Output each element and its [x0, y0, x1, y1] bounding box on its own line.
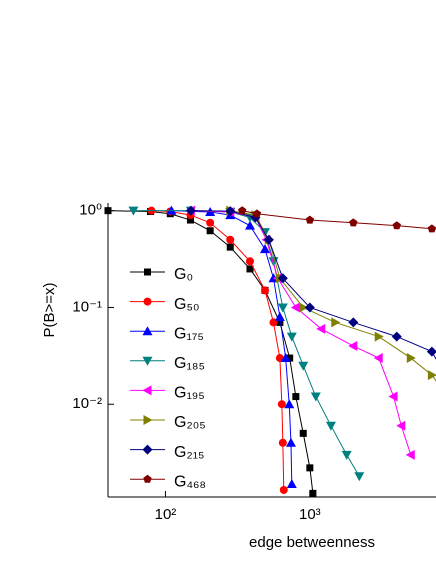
data-point [306, 464, 314, 472]
data-point [277, 303, 288, 313]
data-point [391, 331, 402, 342]
data-point [225, 206, 236, 217]
data-point [226, 235, 235, 244]
legend-label: G₀ [174, 266, 193, 283]
data-point [278, 438, 287, 447]
legend-label: G₂₀₅ [174, 414, 206, 431]
legend-marker [142, 444, 153, 455]
legend-label: G₁₉₅ [174, 385, 205, 402]
data-point [405, 449, 415, 460]
data-point [277, 273, 288, 284]
y-tick-label: 10⁻² [72, 395, 102, 412]
y-tick-label: 10⁰ [79, 202, 102, 219]
data-point [349, 218, 358, 227]
y-tick-label: 10⁻¹ [72, 298, 102, 315]
data-point [128, 206, 139, 216]
y-axis-label: P(B>=x) [41, 282, 58, 337]
x-tick-label: 10³ [299, 506, 321, 523]
data-point [290, 302, 300, 313]
legend-label: G₂₁₅ [174, 444, 205, 461]
series-line [190, 210, 436, 360]
series-line [133, 210, 360, 477]
data-point [206, 227, 214, 235]
data-point [260, 286, 269, 295]
data-point [259, 244, 270, 254]
data-point [292, 393, 300, 401]
data-point [304, 302, 315, 313]
data-point [298, 361, 309, 371]
x-axis-label: edge betweenness [249, 534, 375, 551]
data-point [285, 437, 296, 447]
data-point [305, 215, 315, 224]
data-point [276, 318, 284, 326]
data-point [245, 257, 254, 266]
data-point [238, 206, 247, 215]
legend-marker [143, 474, 152, 483]
series-line [242, 210, 436, 230]
data-point [226, 243, 234, 251]
series-line [190, 210, 412, 455]
legend-label: G₁₇₅ [174, 325, 204, 342]
series-line [107, 210, 314, 494]
legend-marker [143, 297, 152, 306]
legend-label: G₅₀ [174, 296, 200, 313]
data-point [244, 220, 255, 230]
data-point [206, 218, 215, 227]
data-point [396, 420, 406, 431]
data-point [299, 302, 309, 313]
legend-label: G₁₈₅ [174, 355, 205, 372]
legend-marker [144, 268, 151, 276]
data-point [426, 346, 436, 357]
data-point [280, 353, 291, 363]
data-point [348, 317, 359, 328]
data-point [185, 205, 196, 216]
data-point [388, 391, 398, 402]
data-point [354, 472, 365, 482]
data-point [279, 485, 288, 494]
data-point [284, 399, 295, 409]
series-line [230, 210, 436, 382]
data-point [406, 353, 416, 364]
data-point [286, 478, 297, 488]
data-point [427, 224, 436, 233]
data-point [325, 421, 336, 431]
data-point [373, 353, 383, 364]
legend-label: G₄₆₈ [174, 473, 206, 490]
data-point [341, 450, 352, 460]
data-point [348, 340, 358, 351]
data-point [309, 489, 317, 497]
legend-marker [142, 356, 153, 366]
data-point [274, 311, 285, 321]
data-point [186, 216, 194, 224]
data-point [299, 429, 307, 437]
data-point [392, 221, 401, 230]
data-point [427, 370, 436, 381]
legend-marker [143, 415, 153, 425]
data-point [331, 317, 341, 328]
x-tick-label: 10² [155, 506, 177, 523]
data-point [316, 323, 326, 334]
data-point [277, 400, 286, 409]
data-point [286, 354, 294, 362]
data-point [286, 332, 297, 342]
legend-marker [142, 385, 152, 396]
data-point [246, 265, 254, 273]
data-point [310, 392, 321, 402]
data-point [104, 207, 112, 215]
data-point [252, 209, 262, 218]
legend-marker [142, 326, 153, 336]
data-point [374, 331, 384, 342]
data-point [263, 234, 274, 245]
